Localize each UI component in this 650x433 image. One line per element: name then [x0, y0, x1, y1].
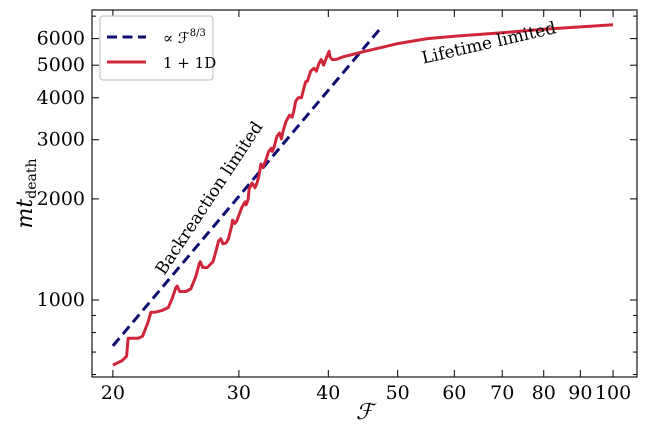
x-tick-label: 80 — [532, 382, 556, 404]
x-tick-label: 30 — [227, 382, 251, 404]
y-axis-label: mtdeath — [13, 159, 40, 229]
x-tick-label: 40 — [316, 382, 340, 404]
plot-frame — [91, 9, 638, 378]
y-tick-label: 5000 — [37, 54, 85, 76]
x-tick-label: 100 — [595, 382, 631, 404]
x-axis-label: ℱ — [356, 400, 377, 425]
legend-label-1plus1d: 1 + 1D — [163, 54, 216, 72]
x-tick-label: 70 — [490, 382, 514, 404]
legend-label-proportional-main: ∝ ℱ — [163, 29, 190, 47]
y-tick-label: 3000 — [37, 129, 85, 151]
legend: ∝ ℱ8/3 1 + 1D — [99, 15, 216, 81]
y-axis-label-main: mt — [13, 199, 38, 229]
y-tick-label: 2000 — [37, 188, 85, 210]
x-tick-label: 50 — [386, 382, 410, 404]
x-tick-label: 20 — [101, 382, 125, 404]
y-tick-label: 6000 — [37, 28, 85, 50]
legend-label-proportional-exponent: 8/3 — [190, 28, 206, 39]
series-layer — [111, 23, 614, 367]
x-tick-label: 60 — [442, 382, 466, 404]
tick-layer: 20 30 40 50 60 70 80 90 100 1000 2000 3000 4000 5000 6… — [37, 10, 637, 404]
y-axis-label-sub: death — [24, 159, 40, 199]
x-tick-label: 90 — [568, 382, 592, 404]
series-line-proportional — [111, 25, 383, 347]
series-line-1plus1d — [112, 23, 614, 367]
legend-box — [99, 15, 214, 81]
legend-label-proportional: ∝ ℱ8/3 — [163, 28, 206, 47]
y-tick-label: 1000 — [37, 289, 85, 311]
y-tick-label: 4000 — [37, 87, 85, 109]
